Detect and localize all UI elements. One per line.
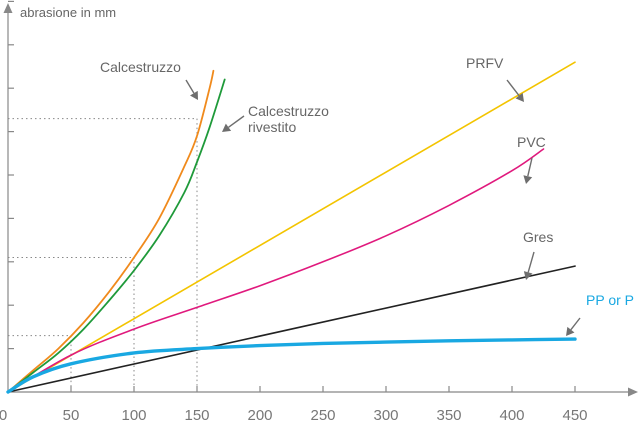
x-tick-label: 50 xyxy=(63,407,80,424)
series-label-line: Gres xyxy=(523,229,553,245)
x-tick-label: 200 xyxy=(247,407,272,424)
label-pointer-line xyxy=(527,251,535,273)
label-pointer-arrowhead xyxy=(523,271,533,280)
series-label-line: Calcestruzzo xyxy=(248,103,329,119)
series-line-prfv xyxy=(7,61,576,393)
series-label-pvc: PVC xyxy=(517,134,546,150)
reference-guide-1 xyxy=(8,118,198,392)
x-tick-label: 100 xyxy=(121,407,146,424)
label-pointer-arrowhead xyxy=(190,90,198,100)
label-pointer-line xyxy=(185,79,195,94)
y-axis-arrow xyxy=(3,3,13,13)
x-ticks: 0 50 100 150 200 250 300 350 400 450 xyxy=(0,386,588,424)
label-pointer-arrowhead xyxy=(566,326,575,336)
series-lines xyxy=(6,61,577,394)
y-ticks xyxy=(8,0,14,350)
x-tick-label: 150 xyxy=(184,407,209,424)
series-label-line: PVC xyxy=(517,134,546,150)
series-label-line: rivestito xyxy=(248,119,296,135)
series-line-pvc xyxy=(7,148,545,393)
x-tick-label: 0 xyxy=(0,407,7,424)
label-pointer-arrowhead xyxy=(523,175,533,184)
series-line-calcestruzzo xyxy=(7,69,215,393)
label-pointer-line xyxy=(506,79,520,97)
series-line-gres xyxy=(7,265,576,393)
series-label-prfv: PRFV xyxy=(466,55,504,71)
x-tick-label: 250 xyxy=(310,407,335,424)
x-tick-label: 350 xyxy=(436,407,461,424)
label-pointer-arrowhead xyxy=(515,92,524,102)
label-pointer-line xyxy=(228,115,245,128)
axes: abrasione in mm xyxy=(3,3,638,397)
series-label-gres: Gres xyxy=(523,229,553,245)
series-label-calcestruzzo-rivestito: Calcestruzzo rivestito xyxy=(248,103,329,135)
label-pointer-line xyxy=(570,317,581,331)
series-label-line: PRFV xyxy=(466,55,504,71)
series-line-pp-or-p xyxy=(6,337,577,394)
label-pointer-line xyxy=(527,157,533,177)
x-tick-label: 450 xyxy=(562,407,587,424)
label-pointer-arrowhead xyxy=(222,123,232,132)
series-label-calcestruzzo: Calcestruzzo xyxy=(100,59,181,75)
y-axis-title: abrasione in mm xyxy=(20,5,116,20)
series-label-line: PP or P xyxy=(586,292,634,308)
x-tick-label: 300 xyxy=(373,407,398,424)
x-tick-label: 400 xyxy=(499,407,524,424)
label-pointers xyxy=(185,79,581,336)
series-line-calcestruzzo-rivestito xyxy=(7,78,226,393)
x-axis-arrow xyxy=(628,387,638,397)
series-label-line: Calcestruzzo xyxy=(100,59,181,75)
series-label-pp-or-p: PP or P xyxy=(586,292,634,308)
